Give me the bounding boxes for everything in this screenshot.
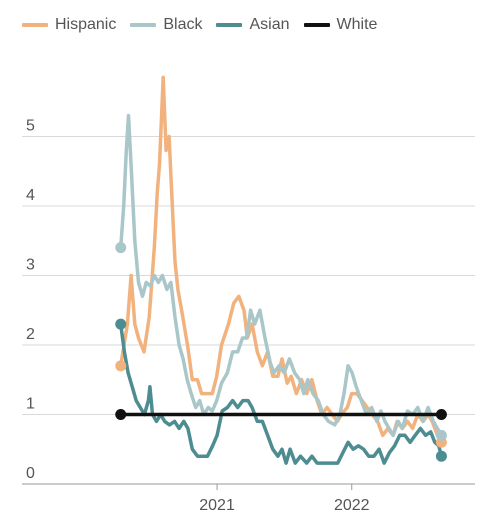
y-tick-label: 0 [26, 465, 35, 482]
series-endpoints [115, 242, 447, 462]
series-line-hispanic [118, 75, 444, 445]
legend-label-hispanic: Hispanic [55, 16, 117, 33]
legend-item-black: Black [130, 16, 202, 34]
y-tick-label: 5 [26, 117, 35, 134]
point-hispanic-start [115, 360, 127, 372]
series-line-black [118, 113, 444, 438]
legend-swatch-black [130, 23, 157, 27]
legend: Hispanic Black Asian White [22, 16, 391, 34]
point-black-start [115, 242, 127, 254]
point-black-end [435, 429, 447, 441]
legend-item-asian: Asian [216, 16, 290, 34]
legend-label-asian: Asian [249, 16, 290, 33]
x-tick-labels: 2021 2022 [199, 484, 370, 514]
legend-label-white: White [336, 16, 378, 33]
series-line-asian [118, 322, 444, 465]
legend-swatch-hispanic [22, 23, 48, 27]
legend-item-white: White [303, 16, 378, 34]
y-tick-label: 1 [26, 395, 35, 412]
legend-item-hispanic: Hispanic [22, 16, 116, 34]
point-white-end [435, 408, 447, 420]
series-lines [118, 75, 444, 465]
y-tick-labels: 0 1 2 3 4 5 [26, 117, 35, 482]
legend-swatch-white [303, 23, 330, 27]
x-tick-label: 2022 [334, 497, 370, 514]
grid-lines [22, 135, 475, 485]
y-tick-label: 4 [26, 187, 35, 204]
x-tick-label: 2021 [199, 497, 235, 514]
y-tick-label: 2 [26, 326, 35, 343]
y-tick-label: 3 [26, 256, 35, 273]
point-asian-end [435, 450, 447, 462]
legend-label-black: Black [163, 16, 203, 33]
point-asian-start [115, 318, 127, 330]
point-white-start [115, 408, 127, 420]
legend-swatch-asian [216, 23, 243, 27]
